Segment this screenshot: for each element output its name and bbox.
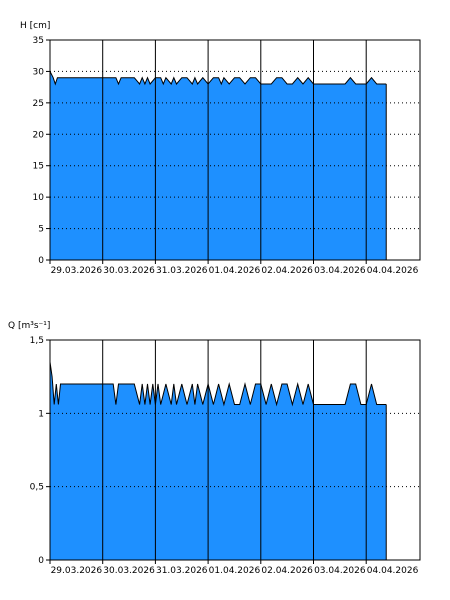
x-tick-label: 04.04.2026	[367, 266, 419, 276]
x-tick-label: 04.04.2026	[367, 566, 419, 576]
x-tick-label: 29.03.2026	[51, 566, 103, 576]
y-tick-label: 10	[33, 193, 45, 203]
y-tick-label: 0	[38, 556, 44, 566]
x-tick-label: 29.03.2026	[51, 266, 103, 276]
x-tick-label: 02.04.2026	[261, 266, 313, 276]
x-tick-label: 02.04.2026	[261, 566, 313, 576]
y-tick-label: 0,5	[30, 483, 44, 493]
y-tick-label: 5	[38, 225, 44, 235]
series-line	[49, 71, 387, 86]
y-tick-label: 30	[33, 67, 45, 77]
chart-2: 0 0,5 1 1,5 29.03.2026 30.03.2026 31.03.2026 01…	[8, 321, 421, 576]
x-tick-label: 03.04.2026	[314, 266, 366, 276]
plot-frame	[49, 39, 421, 261]
x-tick-label: 31.03.2026	[156, 266, 208, 276]
series-area	[50, 362, 387, 560]
y-tick-label: 35	[33, 36, 44, 46]
y-tick-label: 1,5	[30, 336, 44, 346]
plot-frame	[49, 339, 421, 561]
x-tick-label: 30.03.2026	[103, 266, 155, 276]
x-tick-label: 01.04.2026	[209, 566, 261, 576]
chart-1: 0 5 10 15 20 25 30 35 29.03.2026 30.03.2026 31.03.…	[20, 21, 421, 276]
y-axis-label: Q [m³s⁻¹]	[8, 321, 50, 331]
y-tick-label: 0	[38, 256, 44, 266]
x-tick-label: 31.03.2026	[156, 566, 208, 576]
y-tick-label: 15	[33, 162, 44, 172]
y-tick-label: 1	[38, 409, 44, 419]
y-axis-label: H [cm]	[20, 21, 50, 31]
y-tick-label: 20	[33, 130, 45, 140]
x-tick-label: 03.04.2026	[314, 566, 366, 576]
y-tick-label: 25	[33, 99, 44, 109]
x-tick-label: 01.04.2026	[209, 266, 261, 276]
x-tick-label: 30.03.2026	[103, 566, 155, 576]
